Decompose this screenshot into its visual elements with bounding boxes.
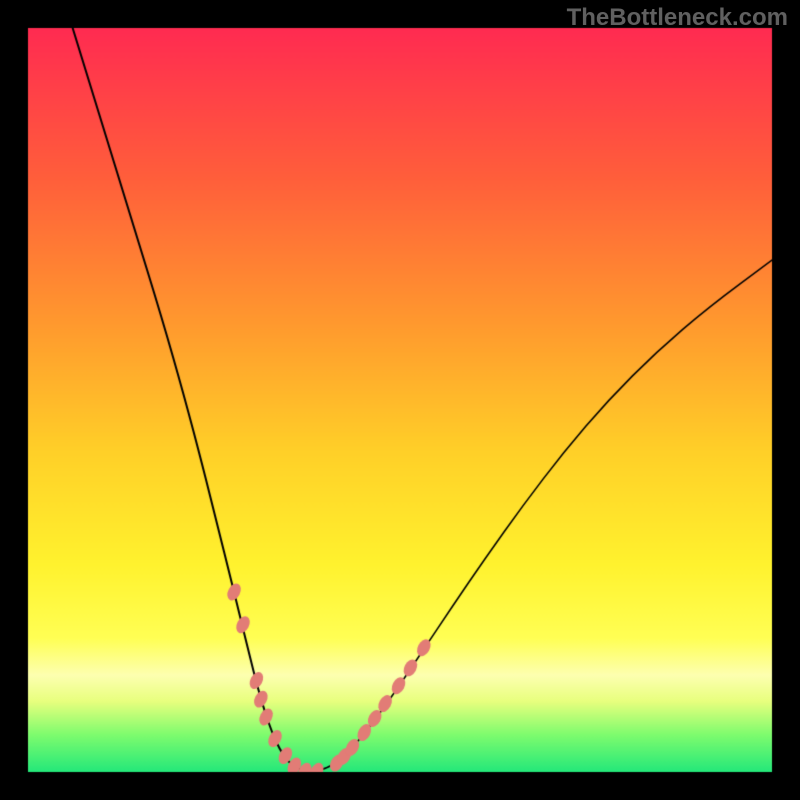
chart-stage: TheBottleneck.com — [0, 0, 800, 800]
bottleneck-curve-chart — [0, 0, 800, 800]
watermark-text: TheBottleneck.com — [567, 4, 788, 32]
